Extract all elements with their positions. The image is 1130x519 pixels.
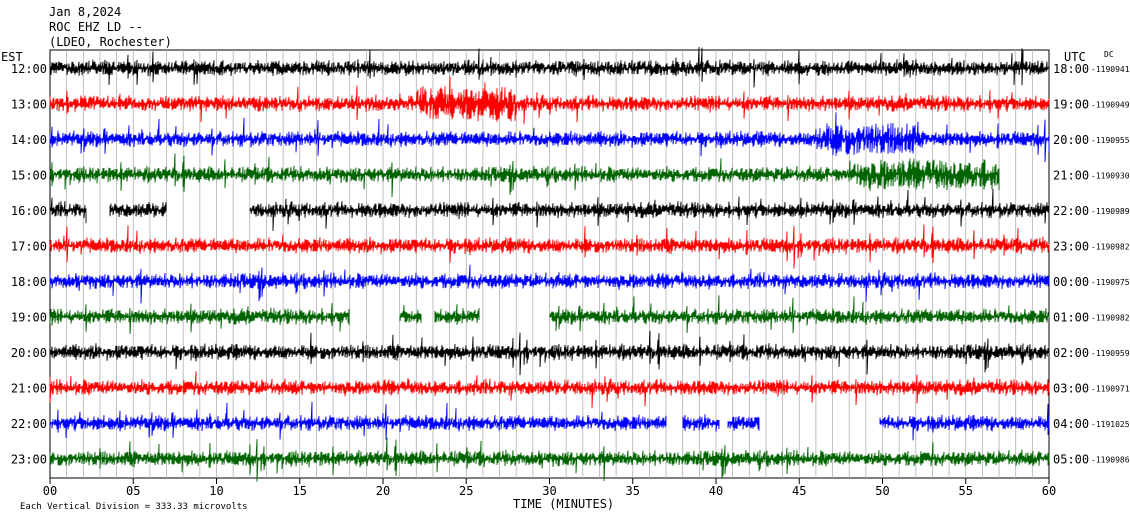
left-hour-label: 15:00 — [11, 169, 47, 183]
dc-offset-label: -1190982 — [1091, 314, 1130, 323]
right-hour-label: 05:00 — [1053, 453, 1089, 467]
dc-offset-label: -1190986 — [1091, 456, 1130, 465]
dc-label: DC — [1104, 50, 1114, 59]
seismic-trace — [49, 437, 1050, 482]
seismic-trace — [49, 330, 1050, 376]
x-tick-label: 35 — [626, 484, 640, 498]
seismic-trace — [49, 371, 1050, 409]
right-hour-label: 00:00 — [1053, 275, 1089, 289]
dc-offset-label: -1190930 — [1091, 172, 1130, 181]
left-hour-label: 20:00 — [11, 346, 47, 360]
right-hour-label: 21:00 — [1053, 169, 1089, 183]
x-tick-label: 25 — [459, 484, 473, 498]
seismic-trace — [49, 76, 1050, 125]
chart-title-line-3: (LDEO, Rochester) — [49, 35, 172, 49]
right-hour-label: 22:00 — [1053, 204, 1089, 218]
right-hour-label: 19:00 — [1053, 98, 1089, 112]
seismic-trace — [49, 264, 1050, 304]
seismic-trace — [49, 401, 1050, 441]
x-tick-label: 60 — [1042, 484, 1056, 498]
right-hour-label: 20:00 — [1053, 133, 1089, 147]
dc-offset-label: -1190949 — [1091, 101, 1130, 110]
dc-offset-label: -1190941 — [1091, 65, 1130, 74]
x-tick-label: 55 — [959, 484, 973, 498]
x-tick-label: 30 — [542, 484, 556, 498]
x-tick-label: 00 — [43, 484, 57, 498]
left-axis-title: EST — [1, 50, 23, 64]
right-hour-label: 23:00 — [1053, 240, 1089, 254]
right-hour-label: 04:00 — [1053, 417, 1089, 431]
x-tick-label: 10 — [209, 484, 223, 498]
left-hour-label: 13:00 — [11, 98, 47, 112]
dc-offset-label: -1190989 — [1091, 207, 1130, 216]
x-tick-label: 40 — [709, 484, 723, 498]
right-hour-label: 02:00 — [1053, 346, 1089, 360]
x-tick-label: 50 — [875, 484, 889, 498]
left-hour-label: 21:00 — [11, 382, 47, 396]
dc-offset-label: -1190982 — [1091, 243, 1130, 252]
left-hour-label: 18:00 — [11, 275, 47, 289]
footer-note: Each Vertical Division = 333.33 microvol… — [20, 502, 248, 512]
left-hour-label: 16:00 — [11, 204, 47, 218]
right-hour-label: 03:00 — [1053, 382, 1089, 396]
chart-title-line-1: Jan 8,2024 — [49, 5, 121, 19]
x-tick-label: 05 — [126, 484, 140, 498]
dc-offset-label: -1190971 — [1091, 385, 1130, 394]
left-hour-label: 22:00 — [11, 417, 47, 431]
right-hour-label: 01:00 — [1053, 311, 1089, 325]
seismic-trace — [49, 188, 1050, 231]
dc-offset-label: -1190959 — [1091, 349, 1130, 358]
x-tick-label: 45 — [792, 484, 806, 498]
left-hour-label: 23:00 — [11, 453, 47, 467]
left-hour-label: 12:00 — [11, 62, 47, 76]
chart-title-line-2: ROC EHZ LD -- — [49, 20, 143, 34]
dc-offset-label: -1190975 — [1091, 278, 1130, 287]
right-hour-label: 18:00 — [1053, 62, 1089, 76]
right-axis-title: UTC — [1064, 50, 1086, 64]
dc-offset-label: -1191025 — [1091, 420, 1130, 429]
seismic-trace — [49, 112, 1050, 163]
dc-offset-label: -1190955 — [1091, 136, 1130, 145]
seismic-trace — [49, 295, 1050, 335]
left-hour-label: 17:00 — [11, 240, 47, 254]
seismic-trace — [49, 224, 1050, 269]
left-hour-label: 19:00 — [11, 311, 47, 325]
x-tick-label: 20 — [376, 484, 390, 498]
x-axis-label: TIME (MINUTES) — [513, 497, 614, 511]
x-tick-label: 15 — [293, 484, 307, 498]
seismic-trace — [49, 46, 1050, 88]
left-hour-label: 14:00 — [11, 133, 47, 147]
seismic-trace — [49, 153, 1000, 198]
